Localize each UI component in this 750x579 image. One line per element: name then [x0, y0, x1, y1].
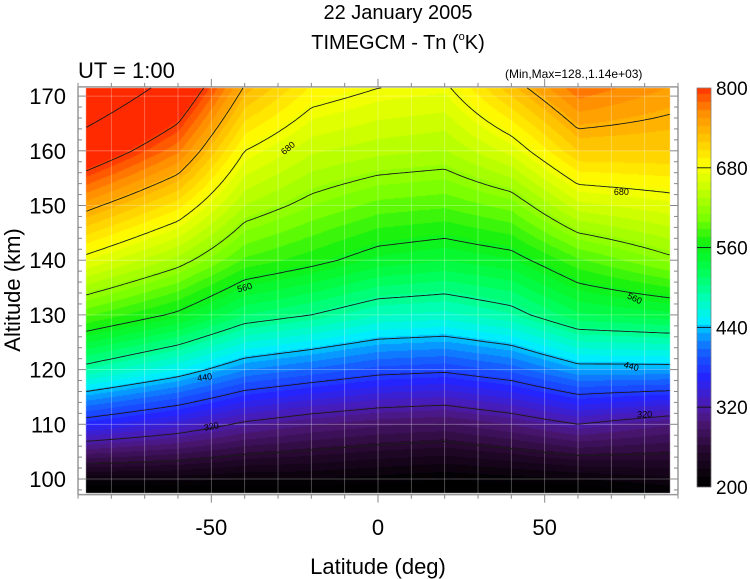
x-tick-label: 0 — [372, 515, 384, 540]
y-tick-label: 170 — [29, 84, 66, 109]
y-tick-label: 140 — [29, 248, 66, 273]
axes — [77, 78, 679, 503]
colorbar-tick-label: 320 — [716, 398, 748, 419]
contour-label: 680 — [614, 187, 629, 197]
y-tick-label: 120 — [29, 358, 66, 383]
contour-label: 560 — [236, 281, 253, 295]
colorbar-tick-label: 680 — [716, 159, 748, 180]
contour-line-500 — [86, 293, 670, 365]
minmax-label: (Min,Max=128.,1.14e+03) — [505, 67, 642, 81]
x-tick-labels: -50 0 50 — [195, 515, 556, 540]
y-tick-label: 130 — [29, 303, 66, 328]
contour-label: 440 — [623, 360, 640, 374]
y-tick-label: 110 — [31, 412, 66, 437]
contour-line-860 — [86, 87, 152, 128]
y-tick-label: 160 — [29, 139, 66, 164]
y-tick-label: 100 — [29, 467, 66, 492]
contour-label: 320 — [637, 409, 652, 419]
contour-label: 320 — [203, 420, 220, 432]
contour-line-320 — [86, 404, 670, 442]
colorbar-tick-label: 560 — [716, 239, 748, 260]
contour-line-440 — [86, 335, 670, 392]
y-axis-label: Altitude (km) — [0, 228, 25, 351]
contour-line-800 — [86, 87, 204, 172]
x-tick-label: -50 — [195, 515, 227, 540]
colorbar-tick-label: 200 — [716, 478, 748, 499]
colorbar: 800 680 560 440 320 200 — [696, 79, 748, 499]
contour-labels: 680 680 560 560 440 440 320 320 — [197, 139, 653, 432]
chart-subtitle: TIMEGCM - Tn (oK) — [311, 31, 485, 54]
contour-line-260 — [86, 441, 670, 465]
contour-line-380 — [86, 371, 670, 419]
contour-line-680 — [86, 87, 670, 255]
contour-lines — [86, 87, 670, 465]
x-axis-label: Latitude (deg) — [310, 554, 446, 579]
colorbar-tick-label: 440 — [716, 318, 748, 339]
colorbar-tick-label: 800 — [716, 79, 748, 100]
contour-line-620 — [86, 168, 670, 296]
colorbar-frame — [696, 87, 712, 488]
contour-line-740 — [86, 87, 670, 212]
x-tick-label: 50 — [532, 515, 556, 540]
contour-label: 680 — [279, 139, 297, 156]
time-label: UT = 1:00 — [78, 58, 175, 83]
grid-lines — [86, 88, 670, 493]
y-tick-label: 150 — [29, 194, 66, 219]
contour-label: 440 — [197, 371, 213, 383]
y-tick-labels: 100 110 120 130 140 150 160 170 — [29, 84, 66, 492]
contour-label: 560 — [626, 291, 644, 306]
chart-title: 22 January 2005 — [323, 2, 472, 24]
contour-line-560 — [86, 238, 670, 332]
